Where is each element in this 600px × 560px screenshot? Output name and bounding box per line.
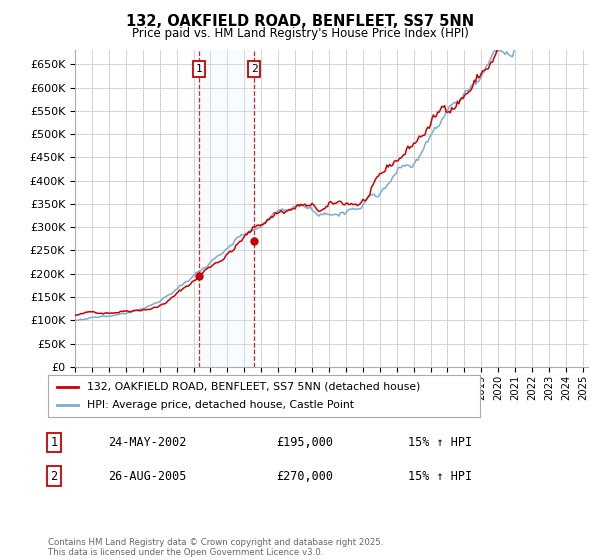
Text: £195,000: £195,000 bbox=[276, 436, 333, 449]
Text: 15% ↑ HPI: 15% ↑ HPI bbox=[408, 436, 472, 449]
Text: Price paid vs. HM Land Registry's House Price Index (HPI): Price paid vs. HM Land Registry's House … bbox=[131, 27, 469, 40]
Text: 15% ↑ HPI: 15% ↑ HPI bbox=[408, 469, 472, 483]
Text: 132, OAKFIELD ROAD, BENFLEET, SS7 5NN (detached house): 132, OAKFIELD ROAD, BENFLEET, SS7 5NN (d… bbox=[87, 382, 420, 392]
Text: £270,000: £270,000 bbox=[276, 469, 333, 483]
Text: 24-MAY-2002: 24-MAY-2002 bbox=[108, 436, 187, 449]
Text: 2: 2 bbox=[251, 64, 257, 74]
Text: 2: 2 bbox=[50, 469, 58, 483]
Text: 132, OAKFIELD ROAD, BENFLEET, SS7 5NN: 132, OAKFIELD ROAD, BENFLEET, SS7 5NN bbox=[126, 14, 474, 29]
Bar bbox=[199, 50, 254, 367]
Text: HPI: Average price, detached house, Castle Point: HPI: Average price, detached house, Cast… bbox=[87, 400, 354, 410]
Text: 1: 1 bbox=[50, 436, 58, 449]
Text: Contains HM Land Registry data © Crown copyright and database right 2025.
This d: Contains HM Land Registry data © Crown c… bbox=[48, 538, 383, 557]
Text: 1: 1 bbox=[196, 64, 203, 74]
Text: 26-AUG-2005: 26-AUG-2005 bbox=[108, 469, 187, 483]
